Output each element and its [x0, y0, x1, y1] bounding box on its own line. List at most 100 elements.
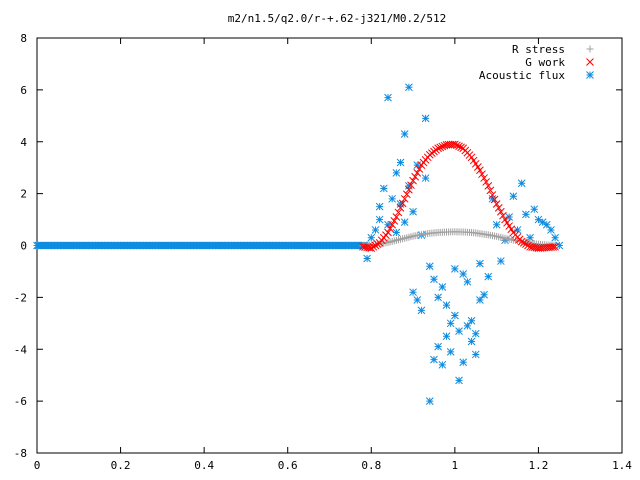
- acoustic-flux-point: [455, 327, 463, 335]
- g-work-point: [524, 241, 532, 250]
- acoustic-flux-point: [446, 319, 455, 328]
- g-work-point: [486, 186, 495, 195]
- g-work-point: [396, 204, 405, 212]
- g-work-point: [476, 166, 484, 175]
- g-work-point: [405, 185, 413, 194]
- acoustic-flux-point: [517, 179, 526, 188]
- g-work-point: [388, 220, 397, 229]
- y-tick-label: -8: [14, 447, 27, 460]
- g-work-point: [478, 170, 486, 179]
- g-work-point: [409, 176, 417, 185]
- acoustic-flux-point: [446, 347, 455, 356]
- g-work-point: [386, 224, 394, 233]
- g-work-point: [492, 200, 501, 208]
- acoustic-flux-point: [542, 220, 551, 229]
- acoustic-flux-point: [409, 288, 417, 297]
- acoustic-flux-point: [555, 241, 564, 250]
- acoustic-flux-point: [425, 397, 434, 405]
- acoustic-flux-point: [367, 233, 376, 242]
- acoustic-flux-point: [534, 215, 543, 224]
- acoustic-flux-point: [375, 215, 384, 224]
- acoustic-flux-point: [459, 270, 468, 278]
- acoustic-flux-point: [434, 293, 442, 302]
- acoustic-flux-point: [513, 226, 522, 234]
- acoustic-flux-point: [430, 275, 438, 284]
- acoustic-flux-point: [476, 259, 484, 268]
- g-work-point: [484, 181, 493, 190]
- g-work-point: [398, 199, 407, 208]
- acoustic-flux-point: [371, 226, 380, 234]
- y-tick-label: 2: [20, 188, 27, 201]
- x-tick-label: 1: [452, 459, 459, 472]
- g-work-point: [394, 208, 403, 217]
- acoustic-flux-point: [530, 205, 539, 214]
- legend-marker: [586, 71, 594, 79]
- acoustic-flux-point: [405, 181, 413, 190]
- acoustic-flux-point: [396, 200, 405, 208]
- g-work-point: [392, 213, 401, 221]
- acoustic-flux-point: [551, 233, 559, 242]
- acoustic-flux-point: [442, 332, 451, 341]
- g-work-point: [413, 169, 422, 177]
- acoustic-flux-point: [547, 226, 555, 234]
- acoustic-flux-point: [396, 158, 405, 167]
- g-work-point: [384, 228, 392, 237]
- acoustic-flux-point: [434, 342, 442, 351]
- acoustic-flux-point: [392, 228, 401, 237]
- acoustic-flux-point: [496, 257, 505, 265]
- g-work-point: [488, 191, 497, 199]
- g-work-point: [494, 204, 503, 212]
- acoustic-flux-point: [522, 210, 530, 219]
- x-tick-label: 0.6: [278, 459, 298, 472]
- g-work-point: [369, 242, 378, 251]
- x-tick-label: 0.2: [111, 459, 131, 472]
- y-tick-label: -6: [14, 395, 27, 408]
- g-work-point: [480, 174, 488, 182]
- legend-label: G work: [525, 56, 565, 69]
- acoustic-flux-point: [538, 218, 547, 227]
- g-work-point: [457, 143, 465, 152]
- acoustic-flux-point: [438, 283, 447, 291]
- chart-title: m2/n1.5/q2.0/r-+.62-j321/M0.2/512: [228, 12, 447, 25]
- acoustic-flux-point: [417, 306, 426, 315]
- acoustic-flux-point: [384, 220, 392, 229]
- x-tick-label: 1.2: [528, 459, 548, 472]
- acoustic-flux-point: [467, 316, 476, 325]
- g-work-point: [407, 181, 415, 190]
- g-work-point: [549, 243, 557, 251]
- g-work-point: [390, 217, 399, 225]
- acoustic-flux-point: [484, 272, 493, 281]
- g-work-point: [453, 141, 461, 150]
- legend-marker: [586, 45, 594, 53]
- y-tick-label: 6: [20, 84, 27, 97]
- y-tick-label: 0: [20, 240, 27, 253]
- acoustic-flux-point: [425, 262, 434, 271]
- g-work-point: [517, 237, 526, 246]
- series-layer: [33, 83, 564, 405]
- acoustic-flux-point: [476, 296, 484, 304]
- acoustic-flux-point: [388, 194, 397, 203]
- acoustic-flux-point: [455, 376, 463, 385]
- acoustic-flux-point: [400, 218, 409, 227]
- acoustic-flux-point: [405, 83, 413, 92]
- series-acoustic-flux: [363, 83, 564, 405]
- acoustic-flux-point: [488, 194, 497, 203]
- acoustic-flux-point: [363, 254, 371, 263]
- acoustic-flux-point: [438, 360, 447, 369]
- x-tick-label: 0: [34, 459, 41, 472]
- acoustic-flux-point: [467, 337, 476, 346]
- g-work-point: [451, 140, 459, 149]
- g-work-point: [400, 194, 409, 203]
- y-tick-label: -2: [14, 291, 27, 304]
- g-work-point: [436, 143, 445, 152]
- g-work-point: [434, 144, 442, 153]
- y-tick-label: 4: [20, 136, 27, 149]
- acoustic-flux-point: [463, 322, 472, 330]
- acoustic-flux-point: [451, 264, 459, 273]
- g-work-point: [499, 211, 507, 220]
- g-work-point: [496, 207, 505, 216]
- acoustic-flux-point: [421, 174, 430, 182]
- g-work-point: [490, 195, 499, 204]
